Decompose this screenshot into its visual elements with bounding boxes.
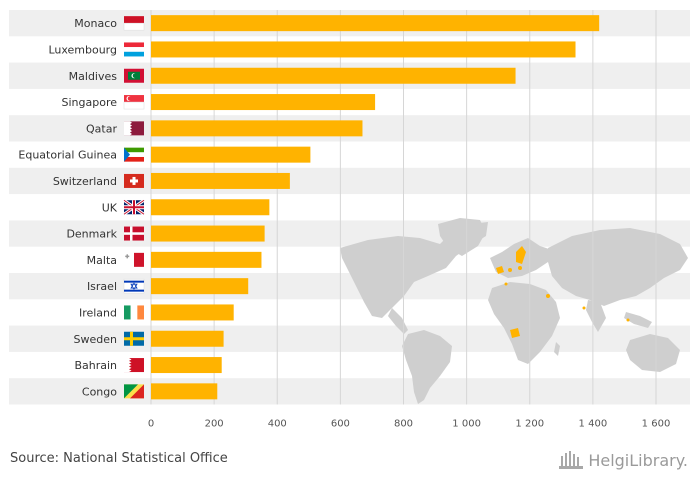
bar xyxy=(151,278,249,295)
flag-maldives-icon xyxy=(124,68,144,83)
bars xyxy=(151,15,600,400)
source-note: Source: National Statistical Office xyxy=(10,451,228,466)
x-tick-label: 800 xyxy=(394,419,413,430)
category-label: Malta xyxy=(87,254,117,267)
flag-uk-icon xyxy=(123,199,145,216)
land-shape xyxy=(438,218,486,256)
x-tick-label: 1 400 xyxy=(579,419,608,430)
category-label: Monaco xyxy=(74,17,117,30)
x-tick-label: 1 600 xyxy=(642,419,671,430)
x-tick-label: 200 xyxy=(205,419,224,430)
category-label: Israel xyxy=(87,280,117,293)
bar xyxy=(151,146,311,163)
highlight-region xyxy=(504,282,508,286)
flag-bahrain-icon xyxy=(124,358,144,373)
flag-sweden-icon xyxy=(124,331,144,346)
highlight-region xyxy=(582,306,586,310)
land-shape xyxy=(548,228,688,306)
category-label: Bahrain xyxy=(74,359,117,372)
library-building-icon xyxy=(559,451,584,469)
flag-luxembourg-icon xyxy=(124,42,144,57)
highlight-region xyxy=(510,328,520,338)
category-label: Congo xyxy=(82,385,117,398)
bar xyxy=(151,251,262,268)
bar-chart: Monaco Luxembourg Maldives Singapore Qatar Eq… xyxy=(9,10,690,430)
category-label: Luxembourg xyxy=(48,43,117,56)
row-band xyxy=(9,167,690,195)
flag-monaco-icon xyxy=(123,16,145,31)
x-tick-label: 1 000 xyxy=(452,419,481,430)
footer: Source: National Statistical Office Helg… xyxy=(0,440,700,483)
flags xyxy=(123,16,145,399)
category-label: Ireland xyxy=(79,306,117,319)
bar xyxy=(151,225,265,242)
bar xyxy=(151,330,224,347)
bar xyxy=(151,15,600,32)
bar xyxy=(151,383,218,400)
land-shape xyxy=(626,334,680,372)
bar xyxy=(151,199,270,216)
category-labels: Monaco Luxembourg Maldives Singapore Qatar Eq… xyxy=(18,17,117,398)
flag-singapore-icon xyxy=(123,95,145,110)
highlight-region xyxy=(546,294,550,298)
category-label: Singapore xyxy=(62,96,118,109)
helgi-library-logo: HelgiLibrary. xyxy=(558,448,688,472)
highlight-region xyxy=(518,266,522,270)
land-shape xyxy=(402,330,452,404)
world-map-icon xyxy=(340,218,688,404)
category-label: Maldives xyxy=(69,70,118,83)
flag-qatar-icon xyxy=(124,121,144,136)
x-tick-label: 400 xyxy=(268,419,287,430)
land-shape xyxy=(488,282,560,364)
highlight-region xyxy=(496,266,504,274)
bar xyxy=(151,304,234,321)
bar xyxy=(151,172,290,189)
x-axis: 0 200 400 600 800 1 000 1 200 1 400 1 600 xyxy=(148,419,671,430)
flag-switzerland-icon xyxy=(124,173,144,188)
bar xyxy=(151,41,576,58)
category-label: Qatar xyxy=(86,122,117,135)
land-shape xyxy=(554,342,560,356)
x-tick-label: 600 xyxy=(331,419,350,430)
category-label: Sweden xyxy=(74,333,117,346)
flag-equatorial-guinea-icon xyxy=(124,147,144,162)
land-shape xyxy=(624,312,652,328)
flag-congo-icon xyxy=(124,384,144,399)
highlight-region xyxy=(516,246,526,264)
chart: Monaco Luxembourg Maldives Singapore Qatar Eq… xyxy=(9,10,690,430)
logo-text: HelgiLibrary. xyxy=(588,450,688,470)
flag-denmark-icon xyxy=(124,226,144,241)
category-label: Switzerland xyxy=(53,175,117,188)
x-tick-label: 1 200 xyxy=(515,419,544,430)
flag-malta-icon xyxy=(124,252,144,267)
row-band xyxy=(9,325,690,352)
highlight-region xyxy=(508,268,512,272)
flag-ireland-icon xyxy=(124,305,144,320)
flag-israel-icon xyxy=(123,278,145,294)
land-shape xyxy=(586,300,606,332)
bar xyxy=(151,94,376,111)
highlight-region xyxy=(626,318,630,322)
category-label: UK xyxy=(102,201,118,214)
bar xyxy=(151,357,222,374)
x-tick-label: 0 xyxy=(148,419,154,430)
category-label: Equatorial Guinea xyxy=(18,149,117,162)
row-band xyxy=(9,378,690,405)
bar xyxy=(151,67,516,84)
category-label: Denmark xyxy=(66,228,117,241)
bar xyxy=(151,120,363,137)
